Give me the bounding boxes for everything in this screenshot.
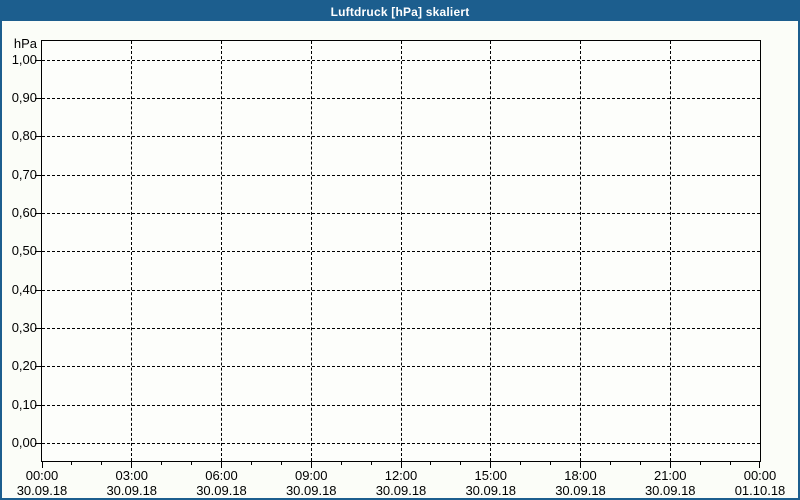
x-minor-tick-mark bbox=[609, 462, 611, 465]
x-tick-date-label: 30.09.18 bbox=[106, 483, 158, 498]
y-tick-label: 1,00 bbox=[11, 51, 37, 67]
x-tick-date-label: 30.09.18 bbox=[465, 483, 517, 498]
y-tick-label: 0,20 bbox=[11, 358, 37, 374]
x-minor-tick-mark bbox=[460, 462, 462, 465]
x-major-tick-mark bbox=[42, 462, 43, 468]
y-tick-mark bbox=[35, 97, 41, 99]
x-major-tick-mark bbox=[758, 462, 760, 468]
x-gridline bbox=[400, 41, 402, 461]
x-minor-tick-mark bbox=[280, 462, 282, 465]
x-gridline bbox=[580, 41, 581, 461]
x-gridline bbox=[669, 41, 671, 461]
chart-region: hPa 1,00 0,90 0,80 0,70 0,60 0,50 0,40 0,30 0,20… bbox=[2, 21, 798, 498]
y-tick-label: 0,40 bbox=[11, 281, 37, 297]
x-major-tick-mark bbox=[490, 462, 492, 468]
x-tick-time-label: 03:00 bbox=[115, 468, 149, 483]
x-minor-tick-mark bbox=[729, 462, 731, 465]
y-tick-mark bbox=[35, 404, 41, 406]
x-minor-tick-mark bbox=[101, 462, 103, 465]
y-tick-label: 0,90 bbox=[11, 89, 37, 105]
x-tick-date-label: 30.09.18 bbox=[555, 483, 606, 498]
y-tick-label: 0,30 bbox=[11, 319, 37, 335]
x-gridline bbox=[221, 41, 222, 461]
x-tick-time-label: 18:00 bbox=[564, 468, 597, 483]
x-tick-date-label: 30.09.18 bbox=[375, 483, 427, 498]
y-tick-mark bbox=[35, 136, 41, 138]
x-tick-time-label: 00:00 bbox=[25, 468, 59, 483]
plot-area bbox=[35, 40, 761, 468]
y-tick-mark bbox=[35, 366, 41, 368]
x-gridline bbox=[490, 41, 492, 461]
y-tick-label: 0,80 bbox=[11, 128, 37, 144]
y-axis-unit-label: hPa bbox=[13, 36, 37, 51]
x-major-tick-mark bbox=[131, 462, 133, 468]
x-major-tick-mark bbox=[669, 462, 671, 468]
title-bar: Luftdruck [hPa] skaliert bbox=[2, 2, 798, 21]
x-tick-time-label: 15:00 bbox=[474, 468, 508, 483]
x-tick-time-label: 12:00 bbox=[384, 468, 418, 483]
y-tick-mark bbox=[35, 251, 41, 253]
x-minor-tick-mark bbox=[520, 462, 522, 465]
y-tick-label: 0,10 bbox=[11, 396, 37, 412]
chart-title: Luftdruck [hPa] skaliert bbox=[330, 4, 470, 19]
y-tick-mark bbox=[35, 327, 41, 329]
y-tick-mark bbox=[35, 289, 41, 291]
x-gridline bbox=[131, 41, 133, 461]
x-major-tick-mark bbox=[580, 462, 581, 468]
y-tick-mark bbox=[35, 212, 41, 214]
x-minor-tick-mark bbox=[161, 462, 163, 465]
y-tick-label: 0,60 bbox=[11, 204, 37, 220]
x-minor-tick-mark bbox=[639, 462, 641, 465]
y-tick-label: 0,00 bbox=[11, 435, 37, 450]
x-minor-tick-mark bbox=[430, 462, 432, 465]
x-major-tick-mark bbox=[221, 462, 222, 468]
x-tick-date-label: 30.09.18 bbox=[285, 483, 337, 498]
y-tick-label: 0,70 bbox=[11, 166, 37, 182]
x-tick-date-label: 01.10.18 bbox=[734, 483, 786, 498]
x-minor-tick-mark bbox=[250, 462, 252, 465]
x-tick-time-label: 06:00 bbox=[205, 468, 238, 483]
x-minor-tick-mark bbox=[71, 462, 73, 465]
x-major-tick-mark bbox=[400, 462, 402, 468]
x-tick-date-label: 30.09.18 bbox=[196, 483, 247, 498]
x-gridline bbox=[310, 41, 312, 461]
x-minor-tick-mark bbox=[370, 462, 372, 465]
y-tick-label: 0,50 bbox=[11, 243, 37, 259]
x-major-tick-mark bbox=[310, 462, 312, 468]
x-tick-time-label: 21:00 bbox=[653, 468, 687, 483]
x-tick-time-label: 00:00 bbox=[743, 468, 777, 483]
y-tick-mark bbox=[35, 443, 41, 444]
y-tick-mark bbox=[35, 174, 41, 176]
x-minor-tick-mark bbox=[550, 462, 552, 465]
x-tick-time-label: 09:00 bbox=[294, 468, 328, 483]
x-tick-date-label: 30.09.18 bbox=[16, 483, 68, 498]
x-minor-tick-mark bbox=[191, 462, 193, 465]
y-tick-mark bbox=[35, 59, 41, 61]
x-tick-date-label: 30.09.18 bbox=[644, 483, 696, 498]
x-minor-tick-mark bbox=[699, 462, 701, 465]
x-minor-tick-mark bbox=[340, 462, 342, 465]
